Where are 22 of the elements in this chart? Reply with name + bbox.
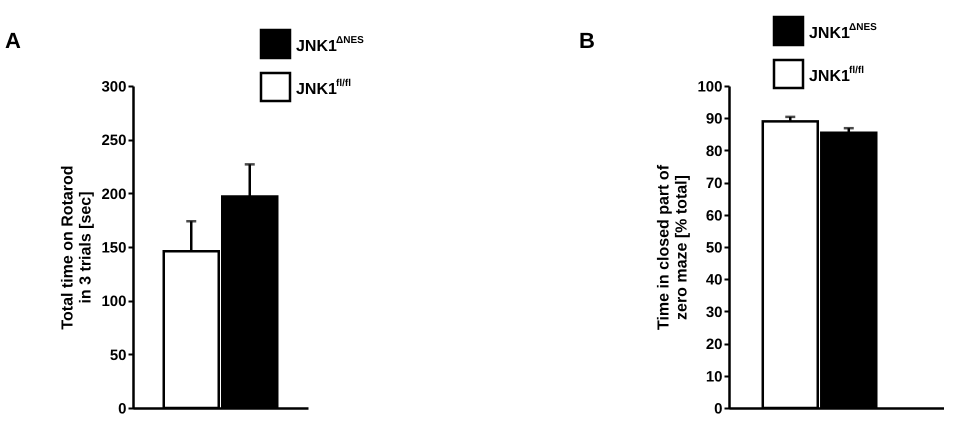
chart-title: B bbox=[579, 28, 595, 53]
y-tick-label: 100 bbox=[101, 293, 126, 310]
y-tick-label: 100 bbox=[697, 78, 722, 96]
y-tick-label: 80 bbox=[706, 142, 722, 160]
y-tick-label: 90 bbox=[706, 110, 722, 128]
y-tick-label: 200 bbox=[101, 186, 126, 203]
y-tick-label: 30 bbox=[706, 304, 722, 321]
y-axis-title: Total time on Rotarod in 3 trials [sec] bbox=[59, 165, 94, 330]
y-tick-label: 50 bbox=[706, 240, 722, 256]
y-tick-label: 300 bbox=[101, 78, 126, 96]
y-axis-title: Time in closed part of zero maze [% total] bbox=[655, 164, 690, 330]
y-tick-label: 0 bbox=[118, 400, 126, 418]
y-tick-label: 250 bbox=[101, 132, 126, 150]
y-tick-label: 40 bbox=[706, 272, 722, 289]
y-tick-label: 10 bbox=[706, 368, 722, 386]
chart-title: A bbox=[5, 28, 21, 53]
y-tick-label: 50 bbox=[110, 346, 126, 364]
y-tick-label: 0 bbox=[714, 400, 722, 418]
y-tick-label: 150 bbox=[101, 240, 126, 256]
y-tick-label: 20 bbox=[706, 336, 722, 354]
y-tick-label: 70 bbox=[706, 175, 722, 192]
y-tick-label: 60 bbox=[706, 207, 722, 224]
